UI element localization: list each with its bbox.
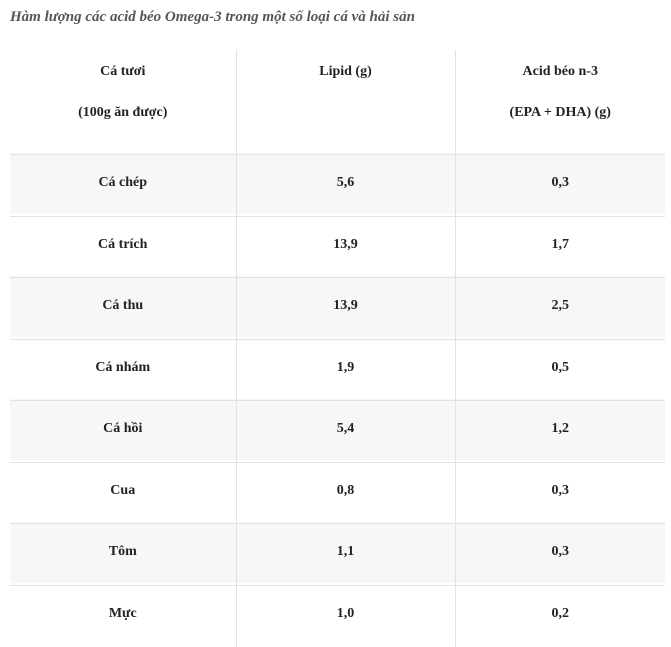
cell-lipid: 13,9 [235,213,455,276]
table-row: Mực 1,0 0,2 [10,582,665,647]
cell-n3: 0,5 [454,336,665,399]
cell-fish: Tôm [10,521,236,583]
cell-n3: 0,2 [454,582,665,645]
cell-n3: 2,5 [454,275,665,337]
cell-fish: Mực [10,582,236,645]
cell-n3: 0,3 [454,521,665,583]
cell-fish: Cá chép [10,152,236,214]
table-row: Cua 0,8 0,3 [10,459,665,524]
cell-fish: Cá thu [10,275,236,337]
cell-lipid: 1,9 [235,336,455,399]
cell-lipid: 1,1 [235,521,455,583]
cell-lipid: 13,9 [235,275,455,337]
cell-fish: Cá hồi [10,398,236,460]
header-n3: Acid béo n-3 (EPA + DHA) (g) [454,50,665,155]
header-fish-line1: Cá tươi [100,64,146,79]
table-row: Cá hồi 5,4 1,2 [10,398,665,462]
header-row: Cá tươi (100g ăn được) Lipid (g) Acid bé… [10,50,665,155]
table-row: Tôm 1,1 0,3 [10,521,665,585]
table-row: Cá trích 13,9 1,7 [10,213,665,278]
table-row: Cá nhám 1,9 0,5 [10,336,665,401]
header-lipid: Lipid (g) [235,50,455,155]
table-title: Hàm lượng các acid béo Omega-3 trong một… [10,9,415,25]
cell-fish: Cá trích [10,213,236,276]
header-fish-line2: (100g ăn được) [78,105,168,120]
cell-n3: 1,7 [454,213,665,276]
header-lipid-line1: Lipid (g) [319,64,372,79]
header-fish: Cá tươi (100g ăn được) [10,50,236,155]
table-row: Cá chép 5,6 0,3 [10,152,665,216]
cell-n3: 0,3 [454,459,665,522]
cell-lipid: 1,0 [235,582,455,645]
cell-fish: Cá nhám [10,336,236,399]
header-lipid-line2 [237,103,455,123]
cell-fish: Cua [10,459,236,522]
cell-n3: 1,2 [454,398,665,460]
cell-n3: 0,3 [454,152,665,214]
cell-lipid: 5,4 [235,398,455,460]
table-row: Cá thu 13,9 2,5 [10,275,665,339]
cell-lipid: 5,6 [235,152,455,214]
header-n3-line2: (EPA + DHA) (g) [509,105,611,120]
header-n3-line1: Acid béo n-3 [522,64,598,79]
omega3-table: Cá tươi (100g ăn được) Lipid (g) Acid bé… [10,50,665,647]
cell-lipid: 0,8 [235,459,455,522]
